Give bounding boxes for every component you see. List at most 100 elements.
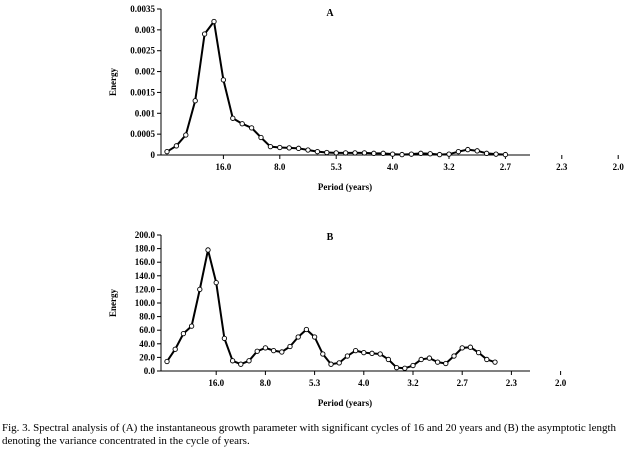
chart-b-data-point [336, 360, 342, 366]
chart-a-ytick-label: 0.0005 [130, 129, 155, 139]
chart-a-ytick-label: 0.003 [135, 25, 156, 35]
chart-b-data-point [303, 326, 310, 333]
chart-b-data-point [254, 348, 260, 354]
chart-b-data-point [410, 362, 416, 369]
chart-b-ytick-label: 20.0 [139, 352, 155, 362]
chart-b-data-point [221, 335, 228, 342]
chart-a-xtick-label: 5.3 [331, 162, 343, 172]
chart-a-data-point [427, 151, 433, 157]
chart-b-data-point [320, 351, 326, 357]
chart-b-xtick-label: 2.7 [457, 378, 469, 388]
chart-a-title: A [326, 8, 334, 19]
chart-a: A 0 0.0005 0.001 0.0015 0.002 0.0025 0.003 0.00… [108, 4, 624, 192]
chart-b-data-point [385, 356, 392, 363]
chart-b-ytick-label: 40.0 [139, 339, 155, 349]
chart-a-data-point [418, 150, 424, 156]
chart-a-data-point [474, 148, 480, 154]
chart-a-data-point [314, 149, 321, 155]
chart-a-xtick-label: 2.0 [613, 162, 625, 172]
chart-a-xtick-label: 3.2 [443, 162, 455, 172]
chart-a-ytick-label: 0.002 [135, 67, 156, 77]
chart-b-data-point [426, 355, 433, 361]
chart-a-data-point [324, 149, 330, 156]
chart-a-data-point [305, 147, 311, 153]
chart-a-data-point [465, 146, 471, 153]
chart-b-data-point [270, 347, 277, 354]
chart-b-xtick-label: 3.2 [407, 378, 419, 388]
chart-a-data-point [286, 145, 292, 151]
chart-b-data-point [311, 334, 318, 340]
chart-a-data-point [380, 150, 386, 156]
chart-b-ytick-label: 140.0 [135, 271, 156, 281]
chart-b-data-point [434, 359, 441, 365]
chart-a-data-point [277, 144, 283, 151]
chart-b-data-point [279, 349, 285, 355]
chart-b-data-point [172, 346, 178, 352]
chart-a-ylabel: Energy [108, 68, 118, 96]
chart-b-data-point [197, 286, 203, 293]
chart-a-data-point [164, 149, 170, 155]
chart-b-ytick-label: 100.0 [135, 298, 156, 308]
chart-a-data-point [446, 151, 452, 157]
chart-b-data-point [246, 358, 252, 364]
chart-b-ylabel: Energy [108, 289, 118, 317]
chart-b-data-point [369, 350, 375, 356]
chart-b-xtick-label: 2.3 [506, 378, 518, 388]
chart-b-data-point [402, 365, 408, 371]
chart-b-data-point [377, 351, 383, 357]
chart-a-data-point [201, 31, 208, 37]
chart-a-data-point [493, 151, 499, 157]
chart-b-xtick-label: 4.0 [358, 378, 370, 388]
chart-b-xtick-label: 16.0 [208, 378, 224, 388]
chart-b-data-point [328, 361, 334, 367]
chart-b-data-point [295, 334, 301, 340]
chart-b-ytick-label: 0.0 [144, 366, 156, 376]
chart-b-xtick-label: 8.0 [260, 378, 272, 388]
chart-b: B 0.0 20.0 40.0 60.0 80.0 100.0 120.0 140.0 160.… [108, 230, 567, 408]
chart-b-data-point [229, 358, 236, 364]
chart-a-ytick-label: 0.0025 [130, 46, 155, 56]
chart-b-data-point [352, 347, 359, 354]
chart-a-data-point [389, 151, 396, 157]
chart-a-data-point [211, 18, 217, 25]
chart-a-data-point [455, 149, 462, 155]
chart-b-xlabel: Period (years) [318, 398, 372, 408]
chart-b-ytick-label: 60.0 [139, 325, 155, 335]
chart-a-xtick-label: 8.0 [274, 162, 286, 172]
chart-a-xtick-label: 4.0 [387, 162, 399, 172]
figure-caption: Fig. 3. Spectral analysis of (A) the ins… [2, 422, 617, 447]
chart-b-data-point [361, 349, 367, 356]
chart-a-xtick-label: 2.3 [556, 162, 568, 172]
chart-b-data-point [213, 279, 219, 286]
chart-b-data-point [180, 330, 187, 337]
chart-a-data-point [183, 132, 189, 138]
chart-a-ytick-label: 0.0015 [130, 87, 155, 97]
chart-a-data-point [361, 150, 368, 156]
chart-b-data-point [287, 343, 293, 350]
chart-b-ytick-label: 180.0 [135, 244, 156, 254]
chart-a-data-point [342, 150, 349, 156]
chart-b-data-point [492, 359, 498, 365]
chart-a-data-point [239, 121, 245, 127]
chart-a-data-point [408, 151, 415, 157]
chart-b-title: B [327, 232, 334, 243]
chart-b-ytick-label: 120.0 [135, 284, 156, 294]
chart-b-data-point [475, 349, 482, 356]
chart-b-ytick-label: 200.0 [135, 230, 156, 240]
chart-b-data-point [451, 353, 457, 359]
chart-b-data-point [443, 360, 449, 367]
chart-b-data-point [459, 345, 465, 351]
chart-a-data-point [502, 151, 509, 158]
chart-a-xtick-label: 16.0 [216, 162, 232, 172]
chart-a-data-point [267, 144, 274, 150]
chart-b-data-point [188, 323, 195, 329]
chart-b-ytick-label: 160.0 [135, 257, 156, 267]
chart-a-data-point [371, 150, 377, 156]
chart-a-ytick-label: 0.001 [135, 108, 156, 118]
chart-a-ytick-label: 0.0035 [130, 4, 155, 14]
chart-b-xtick-label: 2.0 [555, 378, 567, 388]
chart-a-data-point [258, 134, 264, 141]
chart-a-data-point [248, 125, 255, 131]
chart-a-data-point [192, 98, 198, 104]
